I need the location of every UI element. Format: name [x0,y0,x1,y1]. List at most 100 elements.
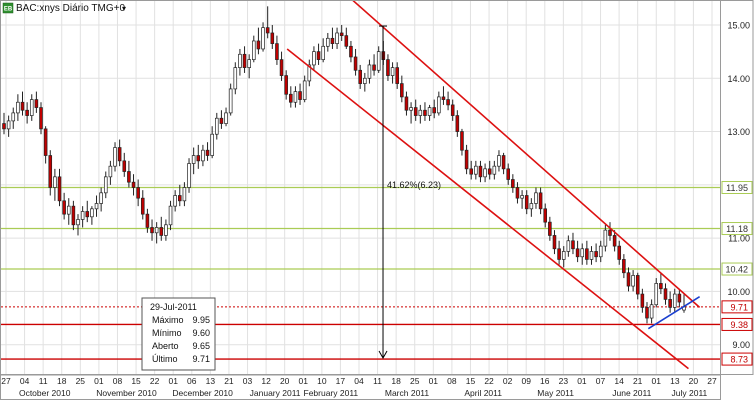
candle-body [608,229,612,236]
candle-body [284,75,288,95]
candle-body [270,32,275,44]
candle-body [238,53,242,68]
candle-body [196,155,201,162]
candle-body [557,248,561,260]
candle-body [131,181,136,188]
candle-body [90,208,94,218]
candle-body [256,40,261,50]
date-tick-label: 18 [57,376,67,386]
measure-label: 41.62%(6.23) [387,180,441,190]
candle-body [321,45,325,60]
symbol-label[interactable]: BAC:xnys Diário TMG+0 [16,3,125,14]
candle-body [677,293,682,303]
candle-body [20,101,25,111]
date-tick-label: 15 [466,376,476,386]
candle-body [450,104,455,116]
candle-body [376,51,381,71]
candle-body [159,227,164,236]
candle-body [654,283,659,306]
candle-body [663,288,668,300]
candle-body [177,195,182,202]
candle-body [25,109,29,116]
level-label: 11.18 [726,224,748,234]
candle-body [307,64,312,82]
candle-body [233,67,238,90]
candle-body [515,187,520,199]
candle-body [649,304,654,319]
date-tick-label: 10 [317,376,327,386]
candle-body [136,187,140,199]
date-tick-label: 07 [596,376,606,386]
date-tick-label: 21 [224,376,234,386]
symbol-dropdown-icon[interactable]: ▾ [122,4,126,13]
candle-body [275,43,279,60]
candle-body [367,64,372,79]
date-tick-label: 08 [447,376,457,386]
candle-body [205,149,210,156]
candle-body [413,107,418,116]
month-label: February 2011 [304,388,359,398]
date-tick-label: 03 [243,376,253,386]
candle-body [242,53,247,68]
candle-body [34,99,39,108]
candle-body [566,240,571,252]
date-tick-label: 25 [76,376,86,386]
candle-body [534,192,538,204]
symbol-badge-icon [2,2,14,14]
level-label: 9.38 [730,320,748,330]
candle-body [506,168,511,180]
month-label: March 2011 [385,388,430,398]
candle-body [585,248,589,260]
level-label-box [721,300,753,314]
date-tick-label: 23 [559,376,569,386]
candle-body [552,235,557,250]
candle-body [173,195,177,207]
candle-body [150,227,154,234]
candle-body [316,51,321,60]
candle-body [464,149,469,170]
candle-body [598,245,603,258]
date-tick-label: 22 [150,376,160,386]
candle-body [617,245,622,260]
candle-body [668,299,672,308]
candle-body [261,27,265,50]
date-tick-label: 09 [521,376,531,386]
info-box-frame [141,297,216,371]
candle-body [2,123,6,130]
candle-body [219,117,224,124]
candle-body [622,259,626,274]
candle-body [487,168,492,175]
info-box-value-open: 9.65 [192,341,210,351]
candle-body [344,35,349,47]
candle-body [94,203,99,210]
candle-body [265,27,270,34]
info-box-label-open: Aberto [152,341,179,351]
candle-body [57,176,62,202]
date-tick-label: 21 [633,376,643,386]
candle-body [538,192,543,210]
candle-body [501,155,506,170]
candle-body [215,117,219,135]
candle-body [66,205,71,215]
month-label: April 2011 [464,388,502,398]
chart-header[interactable]: EB BAC:xnys Diário TMG+0 ▾ [2,2,126,14]
candle-body [483,168,487,178]
date-tick-label: 06 [187,376,197,386]
info-box-value-high: 9.95 [192,315,210,325]
info-box-date: 29-Jul-2011 [150,302,197,312]
level-label: 8.73 [730,355,748,365]
candle-body [99,192,103,204]
candle-body [659,283,663,290]
candle-body [6,120,11,130]
candle-body [187,163,191,188]
candle-body [580,248,585,258]
candle-body [71,205,76,226]
candle-body [626,272,631,287]
date-tick-label: 20 [280,376,290,386]
symbol-badge-text: EB [4,7,13,13]
candle-body [497,155,501,167]
candle-body [645,307,649,319]
candle-body [409,107,413,111]
candle-body [672,293,677,308]
